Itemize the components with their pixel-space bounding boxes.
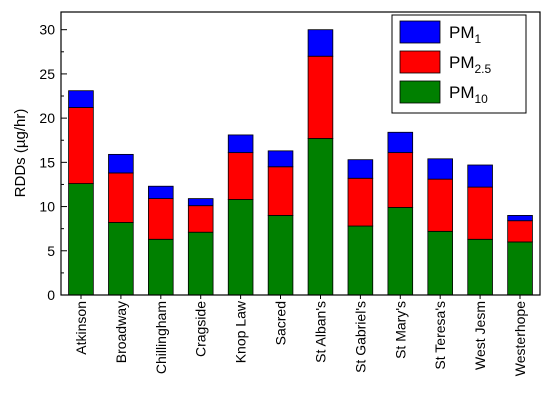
x-tick-label: Sacred <box>273 301 289 345</box>
x-tick-label: West Jesm <box>472 301 488 370</box>
bars-layer <box>68 29 533 296</box>
bar-pm25-12 <box>507 220 533 243</box>
bar-pm25-7 <box>307 55 334 139</box>
bar-pm1-7 <box>307 29 334 57</box>
x-tick-label: St Mary's <box>392 301 408 359</box>
bar-pm10-2 <box>108 222 134 296</box>
bar-pm10-9 <box>387 207 414 296</box>
bar-pm25-6 <box>267 166 294 216</box>
bar-pm10-11 <box>467 238 493 296</box>
y-tick-label: 5 <box>47 243 55 259</box>
y-tick-label: 15 <box>39 154 55 170</box>
legend-label-pm25: PM2.5 <box>449 53 492 76</box>
bar-pm1-5 <box>227 134 254 154</box>
y-tick-label: 20 <box>39 110 55 126</box>
legend-label-pm1: PM1 <box>449 23 482 46</box>
bar-pm10-8 <box>347 225 374 296</box>
x-tick-label: St Alban's <box>313 301 329 363</box>
bar-pm10-6 <box>267 215 294 296</box>
legend-label-pm10: PM10 <box>449 83 488 106</box>
bar-pm1-2 <box>108 153 134 174</box>
bar-pm10-1 <box>68 183 94 296</box>
bar-pm1-12 <box>507 215 533 222</box>
y-tick-label: 10 <box>39 199 55 215</box>
legend-swatch-pm1 <box>399 20 441 44</box>
bar-pm10-7 <box>307 138 334 296</box>
bar-pm1-11 <box>467 164 493 188</box>
x-tick-label: St Gabriel's <box>352 301 368 373</box>
bar-pm25-8 <box>347 177 374 227</box>
bar-pm1-1 <box>68 90 94 108</box>
bar-pm25-10 <box>427 178 453 232</box>
bar-pm1-3 <box>148 185 174 200</box>
bar-pm10-4 <box>187 231 214 296</box>
x-tick-label: St Teresa's <box>432 301 448 370</box>
bar-pm10-3 <box>148 238 174 296</box>
bar-pm25-2 <box>108 172 134 223</box>
bar-pm10-10 <box>427 230 453 296</box>
bar-pm25-5 <box>227 152 254 200</box>
bar-pm1-8 <box>347 159 374 179</box>
plot-frame <box>60 11 541 296</box>
bar-pm10-12 <box>507 241 533 296</box>
x-tick-label: Broadway <box>113 301 129 363</box>
legend-swatch-pm10 <box>399 80 441 104</box>
bar-pm25-9 <box>387 152 414 208</box>
y-tick-label: 25 <box>39 66 55 82</box>
y-axis-title: RDDs (µg/hr) <box>12 109 29 198</box>
bar-pm1-4 <box>187 198 214 207</box>
x-tick-label: Cragside <box>193 301 209 357</box>
bar-pm25-1 <box>68 107 94 184</box>
bar-pm25-11 <box>467 186 493 240</box>
bar-pm10-5 <box>227 199 254 296</box>
bar-pm25-3 <box>148 198 174 240</box>
axes-layer: Atkinson Broadway Chillingham Cragside Knop … <box>39 11 541 376</box>
x-tick-label: Knop Law <box>233 300 249 363</box>
x-tick-label: Westerhope <box>512 301 528 376</box>
bar-pm1-9 <box>387 131 414 154</box>
bar-pm25-4 <box>187 205 214 233</box>
bar-pm1-10 <box>427 158 453 180</box>
bar-pm1-6 <box>267 150 294 168</box>
x-tick-label: Chillingham <box>153 301 169 374</box>
y-tick-label: 30 <box>39 22 55 38</box>
legend-swatch-pm25 <box>399 50 441 74</box>
y-tick-label: 0 <box>47 287 55 303</box>
legend: PM1 PM2.5 PM10 <box>391 14 527 114</box>
x-tick-label: Atkinson <box>73 301 89 355</box>
